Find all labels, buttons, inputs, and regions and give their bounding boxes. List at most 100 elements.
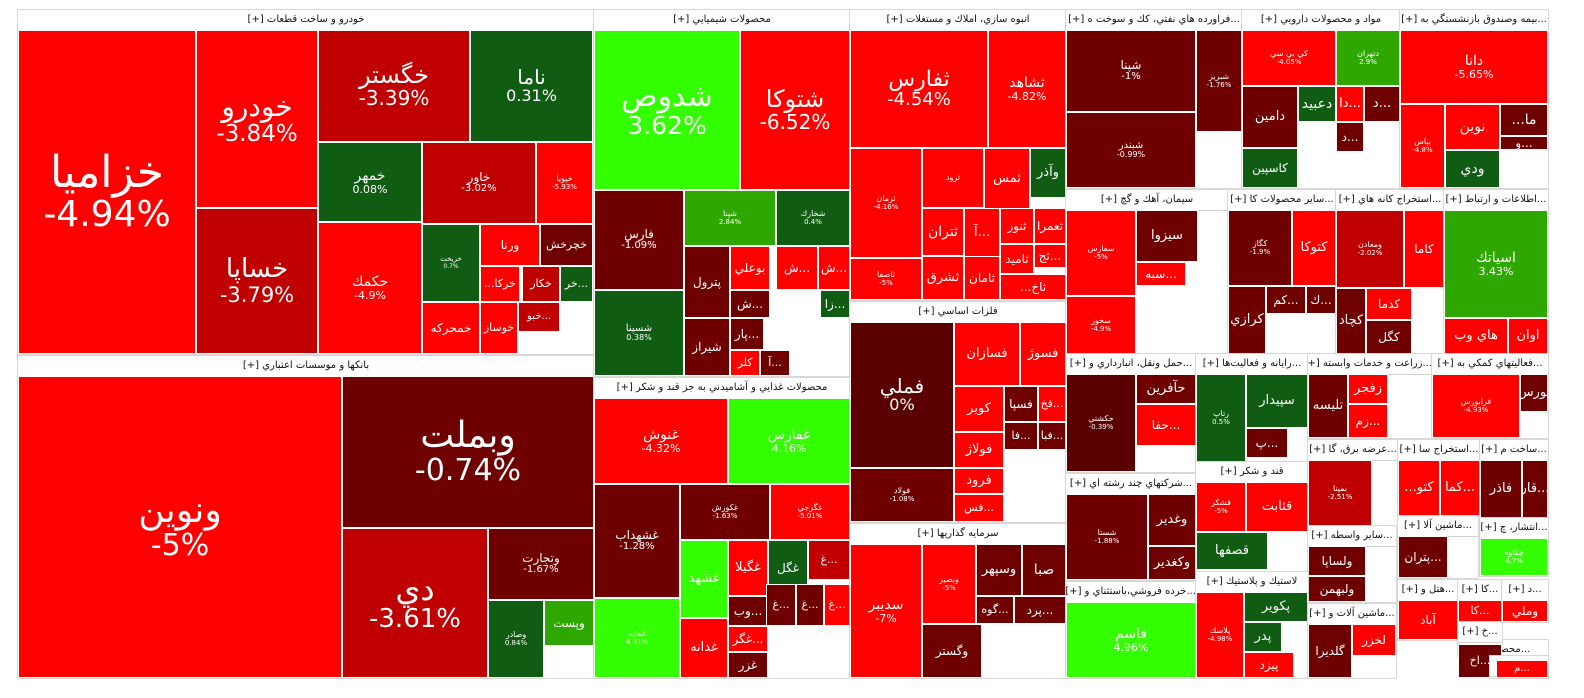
- stock-tile[interactable]: فرابورس -4.93%: [1432, 374, 1520, 438]
- sector-title[interactable]: ...كا [+]: [1458, 580, 1502, 601]
- stock-tile[interactable]: اوان: [1508, 318, 1548, 354]
- stock-tile[interactable]: شيراز: [684, 318, 730, 376]
- stock-tile[interactable]: فاسم 4.96%: [1066, 602, 1196, 678]
- stock-tile[interactable]: ...فبا: [1038, 422, 1066, 450]
- stock-tile[interactable]: ثتران: [922, 208, 964, 256]
- stock-tile[interactable]: ...خبو: [518, 302, 560, 332]
- stock-tile[interactable]: وكغدير: [1148, 546, 1196, 580]
- sector-title[interactable]: ...عرضه برق، گا [+]: [1308, 440, 1398, 461]
- stock-tile[interactable]: غفارس 4.16%: [728, 398, 850, 484]
- stock-tile[interactable]: ...كما: [1440, 460, 1480, 516]
- stock-tile[interactable]: خساپا -3.79%: [196, 208, 318, 354]
- stock-tile[interactable]: ...ش: [730, 290, 770, 318]
- stock-tile[interactable]: ...ك: [1306, 286, 1336, 314]
- stock-tile[interactable]: غگيلا: [728, 540, 768, 596]
- stock-tile[interactable]: ...فا: [1004, 422, 1038, 450]
- stock-tile[interactable]: پلاسك -4.98%: [1196, 592, 1244, 678]
- stock-tile[interactable]: كي بي سي -4.05%: [1242, 30, 1336, 86]
- sector-title[interactable]: محصولات شيميايي [+]: [594, 10, 850, 31]
- sector-title[interactable]: ...خرده فروشي،باستثناي و [+]: [1066, 582, 1196, 603]
- stock-tile[interactable]: خمهر 0.08%: [318, 142, 422, 222]
- stock-tile[interactable]: وپست: [544, 600, 594, 646]
- stock-tile[interactable]: خركا...: [480, 266, 520, 302]
- stock-tile[interactable]: صبا: [1022, 544, 1066, 596]
- stock-tile[interactable]: ثفارس -4.54%: [850, 30, 988, 148]
- sector-title[interactable]: ...فعاليتهاي كمكي به [+]: [1432, 354, 1548, 375]
- sector-title[interactable]: ...فراورده هاي نفتي، كك و سوخت ه [+]: [1066, 10, 1242, 31]
- stock-tile[interactable]: قثابت: [1246, 482, 1308, 532]
- stock-tile[interactable]: ...كا: [1458, 600, 1502, 622]
- stock-tile[interactable]: حكشتي -0.39%: [1066, 374, 1136, 472]
- stock-tile[interactable]: دانا -5.65%: [1400, 30, 1548, 104]
- stock-tile[interactable]: ثاصفا -5%: [850, 258, 922, 300]
- stock-tile[interactable]: غشهد: [680, 540, 728, 618]
- stock-tile[interactable]: كچاد: [1336, 288, 1366, 354]
- stock-tile[interactable]: ...غ: [824, 584, 850, 626]
- stock-tile[interactable]: ...پرد: [1014, 596, 1066, 624]
- stock-tile[interactable]: خزاميا -4.94%: [18, 30, 196, 354]
- stock-tile[interactable]: زفجر: [1348, 374, 1388, 404]
- sector-title[interactable]: ...زراعت و خدمات وابسته [+]: [1308, 354, 1432, 375]
- stock-tile[interactable]: پكوير: [1244, 592, 1308, 622]
- sector-title[interactable]: ...شركتهاي چند رشته اي [+]: [1066, 474, 1196, 495]
- stock-tile[interactable]: فولاژ: [954, 432, 1004, 468]
- stock-tile[interactable]: ...م: [1496, 660, 1548, 678]
- stock-tile[interactable]: ...حفا: [1136, 404, 1196, 446]
- stock-tile[interactable]: ومعادن -2.02%: [1336, 210, 1404, 288]
- stock-tile[interactable]: گلديرا: [1308, 624, 1352, 678]
- sector-title[interactable]: ...ساخت م [+]: [1480, 440, 1548, 461]
- stock-tile[interactable]: سخوز -4.9%: [1066, 296, 1136, 354]
- stock-tile[interactable]: غمايه 4.91%: [594, 598, 680, 678]
- sector-title[interactable]: محصولات غذايي و آشاميدني به جز قند و شكر…: [594, 378, 850, 399]
- stock-tile[interactable]: فولاد -1.08%: [850, 468, 954, 522]
- stock-tile[interactable]: ورنا: [480, 224, 540, 266]
- stock-tile[interactable]: بوعلي: [730, 246, 770, 290]
- stock-tile[interactable]: ...د: [1336, 122, 1364, 152]
- stock-tile[interactable]: ...د: [1364, 86, 1400, 122]
- stock-tile[interactable]: كگاز -1.9%: [1228, 210, 1292, 286]
- sector-title[interactable]: ...ماشين آلا [+]: [1398, 516, 1478, 537]
- sector-title[interactable]: ...حمل ونقل، انبارداري و [+]: [1066, 354, 1196, 375]
- stock-tile[interactable]: ...قار: [1522, 460, 1548, 518]
- stock-tile[interactable]: ...كم: [1266, 286, 1306, 314]
- stock-tile[interactable]: ونوين -5%: [18, 376, 342, 678]
- stock-tile[interactable]: ...غگر: [728, 626, 768, 652]
- stock-tile[interactable]: ثاميد: [1000, 244, 1034, 274]
- stock-tile[interactable]: ثشرق: [922, 256, 964, 300]
- stock-tile[interactable]: خودرو -3.84%: [196, 30, 318, 208]
- stock-tile[interactable]: ...و: [1500, 136, 1548, 150]
- stock-tile[interactable]: ...خر: [560, 266, 593, 302]
- sector-title[interactable]: ...انتشار، چ [+]: [1480, 518, 1548, 539]
- stock-tile[interactable]: ثمس: [984, 148, 1030, 210]
- stock-tile[interactable]: فسازان: [954, 322, 1020, 386]
- stock-tile[interactable]: فرود: [954, 468, 1004, 494]
- stock-tile[interactable]: بمپنا -2.51%: [1308, 460, 1372, 526]
- stock-tile[interactable]: ...وب: [728, 596, 768, 626]
- stock-tile[interactable]: وگستر: [922, 624, 982, 678]
- stock-tile[interactable]: شخارك 0.4%: [776, 190, 850, 246]
- stock-tile[interactable]: ...فخ: [1038, 386, 1066, 422]
- stock-tile[interactable]: فسپا: [1004, 386, 1038, 422]
- sector-title[interactable]: ...خ [+]: [1458, 622, 1502, 643]
- stock-tile[interactable]: ...ش: [818, 246, 850, 290]
- stock-tile[interactable]: لخزر: [1352, 624, 1396, 656]
- stock-tile[interactable]: ...ش: [776, 246, 818, 290]
- stock-tile[interactable]: كتوكا: [1292, 210, 1336, 286]
- stock-tile[interactable]: غزر: [728, 652, 768, 678]
- stock-tile[interactable]: غكورش -1.63%: [680, 484, 770, 540]
- stock-tile[interactable]: وتجارت -1.67%: [488, 528, 594, 600]
- sector-title[interactable]: ...هتل و [+]: [1398, 580, 1458, 601]
- stock-tile[interactable]: ثنور: [1000, 208, 1034, 244]
- stock-tile[interactable]: شبريز -1.76%: [1196, 30, 1242, 132]
- stock-tile[interactable]: قصفها: [1196, 532, 1268, 570]
- sector-title[interactable]: ...ساير محصولات كا [+]: [1228, 190, 1336, 211]
- stock-tile[interactable]: بپاس -4.8%: [1400, 104, 1445, 188]
- sector-title[interactable]: لاستيك و پلاستيك [+]: [1196, 572, 1308, 593]
- sector-title[interactable]: قند و شكر [+]: [1196, 462, 1308, 483]
- stock-tile[interactable]: فسوژ: [1020, 322, 1066, 386]
- stock-tile[interactable]: غگرجي -5.01%: [770, 484, 850, 540]
- sector-title[interactable]: بانكها و موسسات اعتباري [+]: [18, 356, 594, 377]
- stock-tile[interactable]: ...گوه: [976, 596, 1014, 624]
- stock-tile[interactable]: شپنا -1%: [1066, 30, 1196, 112]
- stock-tile[interactable]: دتهران 2.9%: [1336, 30, 1400, 86]
